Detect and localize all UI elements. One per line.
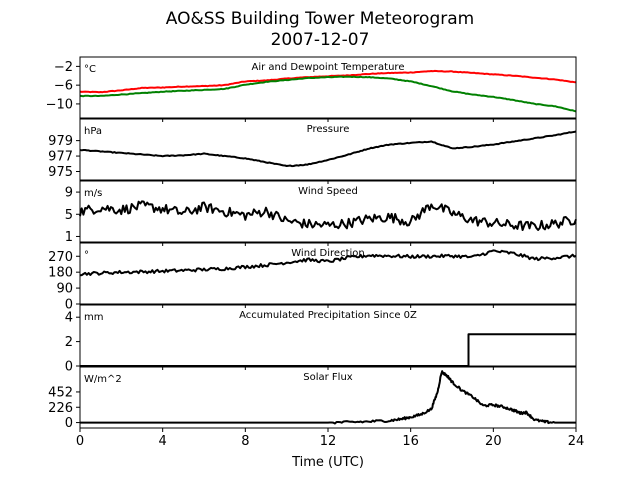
x-tick-label: 20 bbox=[485, 434, 502, 449]
pressure-unit-label: hPa bbox=[84, 126, 102, 137]
pressure-ytick-label: 975 bbox=[48, 165, 73, 180]
solar_flux-ytick-label: 0 bbox=[65, 416, 73, 431]
panel-wind_speed: 1 5 9 m/s Wind Speed bbox=[65, 180, 577, 246]
x-tick-label: 8 bbox=[241, 434, 249, 449]
panels-group: −2 −6 −10 °C Air and Dewpoint Temperature 975… bbox=[46, 56, 577, 432]
precipitation-series-0 bbox=[80, 333, 576, 367]
pressure-ytick-label: 979 bbox=[48, 134, 73, 149]
pressure-ytick-label: 977 bbox=[48, 150, 73, 165]
precipitation-panel-title: Accumulated Precipitation Since 0Z bbox=[239, 310, 417, 321]
wind_direction-unit-label: ° bbox=[84, 250, 89, 261]
wind_speed-ytick-label: 9 bbox=[65, 186, 73, 201]
wind_direction-ytick-label: 270 bbox=[48, 250, 73, 265]
temperature-series-0 bbox=[79, 69, 577, 94]
wind_direction-ytick-label: 0 bbox=[65, 298, 73, 313]
precipitation-unit-label: mm bbox=[84, 312, 103, 323]
temperature-unit-label: °C bbox=[84, 64, 96, 75]
solar_flux-unit-label: W/m^2 bbox=[84, 374, 122, 385]
wind_direction-ytick-label: 180 bbox=[48, 266, 73, 281]
temperature-panel-title: Air and Dewpoint Temperature bbox=[252, 62, 405, 73]
panel-precipitation: 0 2 4 mm Accumulated Precipitation Since 0Z bbox=[65, 304, 577, 375]
x-axis-label: Time (UTC) bbox=[291, 455, 364, 470]
pressure-panel-title: Pressure bbox=[307, 124, 350, 135]
solar_flux-ytick-label: 452 bbox=[48, 385, 73, 400]
x-tick-label: 0 bbox=[76, 434, 84, 449]
precipitation-ytick-label: 0 bbox=[65, 360, 73, 375]
figure-title-line2: 2007-12-07 bbox=[271, 30, 370, 50]
wind_speed-series-0 bbox=[79, 200, 577, 231]
x-tick-label: 12 bbox=[320, 434, 337, 449]
wind_speed-panel-title: Wind Speed bbox=[298, 186, 358, 197]
temperature-ytick-label: −10 bbox=[46, 97, 73, 112]
wind_speed-ytick-label: 1 bbox=[65, 230, 73, 245]
x-axis: 0 4 8 12 16 20 24 bbox=[76, 434, 584, 449]
figure-title-line1: AO&SS Building Tower Meteorogram bbox=[166, 9, 474, 29]
wind_direction-series-0 bbox=[79, 249, 577, 277]
pressure-series-0 bbox=[79, 130, 577, 168]
x-tick-label: 16 bbox=[402, 434, 419, 449]
temperature-ytick-label: −2 bbox=[54, 60, 73, 75]
temperature-series-1 bbox=[79, 75, 577, 113]
x-tick-label: 4 bbox=[159, 434, 167, 449]
wind_direction-panel-title: Wind Direction bbox=[291, 248, 365, 259]
solar_flux-panel-title: Solar Flux bbox=[303, 372, 353, 383]
wind_direction-ytick-label: 90 bbox=[56, 282, 73, 297]
wind_speed-unit-label: m/s bbox=[84, 188, 102, 199]
panel-temperature: −2 −6 −10 °C Air and Dewpoint Temperature bbox=[46, 56, 577, 122]
solar_flux-series-0 bbox=[80, 370, 576, 425]
solar_flux-ytick-label: 226 bbox=[48, 401, 73, 416]
precipitation-ytick-label: 2 bbox=[65, 335, 73, 350]
precipitation-ytick-label: 4 bbox=[65, 311, 73, 326]
wind_speed-ytick-label: 5 bbox=[65, 208, 73, 223]
temperature-ytick-label: −6 bbox=[54, 79, 73, 94]
x-tick-label: 24 bbox=[568, 434, 585, 449]
